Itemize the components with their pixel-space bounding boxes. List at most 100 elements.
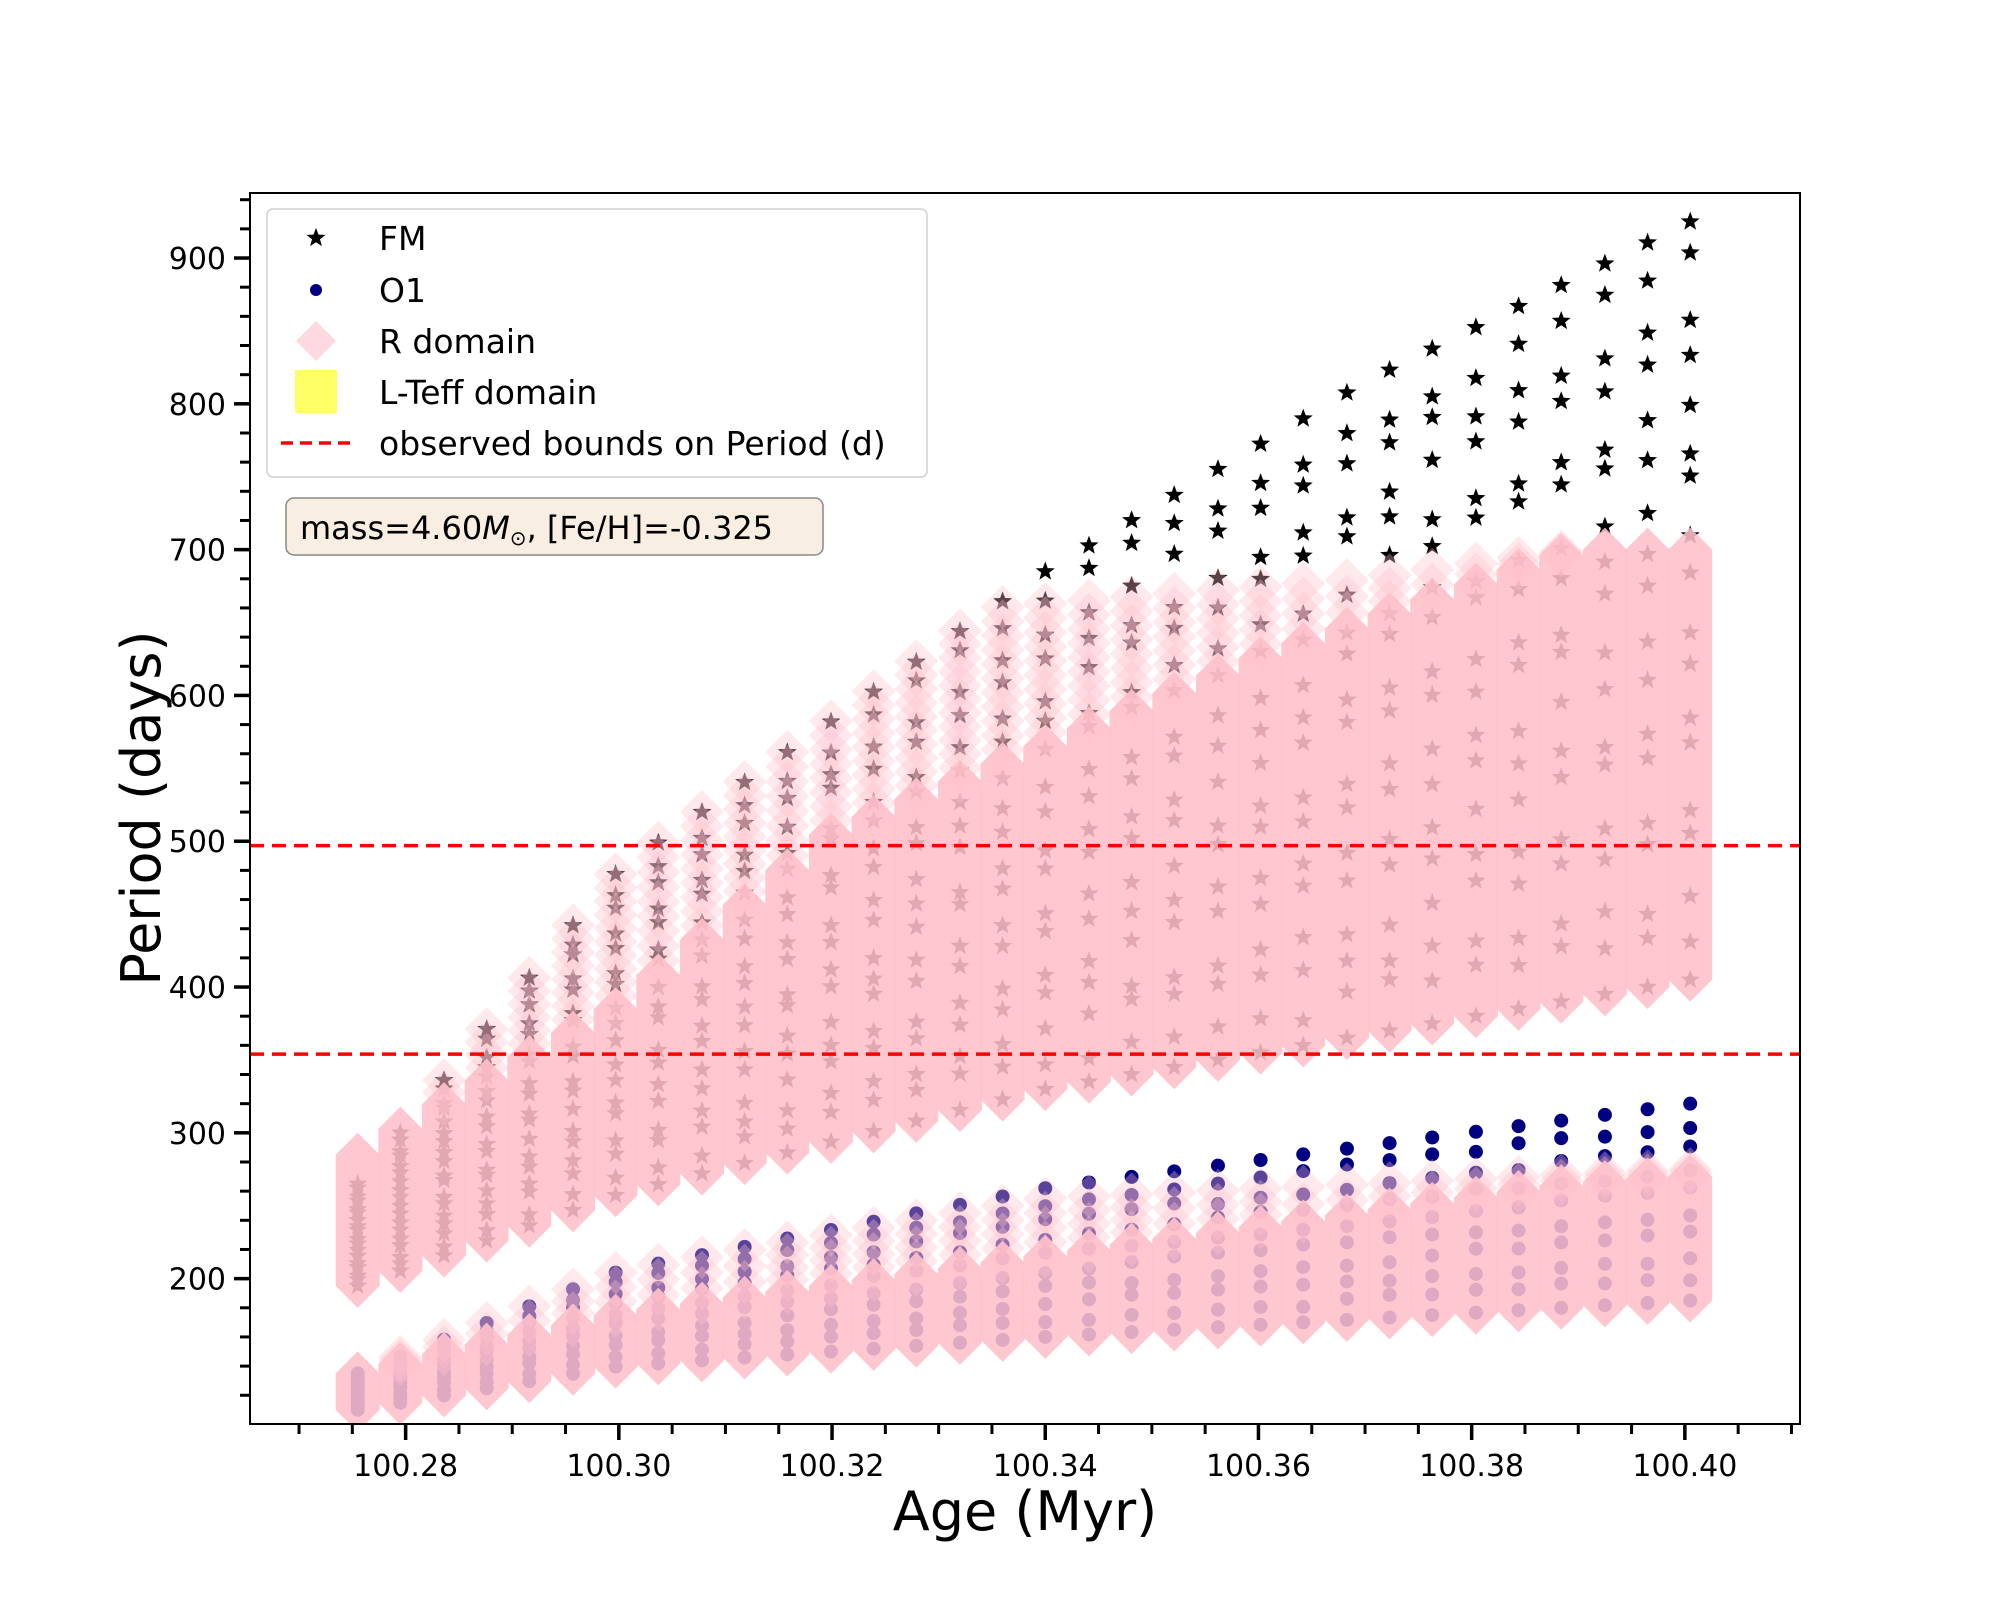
fm-point — [1293, 475, 1313, 494]
r-domain-point — [1281, 1164, 1326, 1209]
y-tick-label: 800 — [169, 388, 226, 423]
r-domain-column — [1152, 1217, 1197, 1352]
fm-point — [563, 979, 583, 998]
fm-point — [606, 974, 626, 993]
r-domain-point — [1066, 1188, 1111, 1233]
r-domain-column — [1324, 1193, 1369, 1342]
annotation-box: mass=4.60M⊙, [Fe/H]=-0.325 — [285, 497, 824, 556]
r-domain-point — [1281, 561, 1326, 606]
fm-point — [1380, 481, 1400, 500]
fm-point — [1208, 520, 1228, 539]
r-domain-column — [1496, 548, 1541, 1031]
fm-point — [1509, 491, 1529, 510]
fm-point — [821, 742, 841, 761]
fm-point — [1595, 285, 1615, 304]
r-domain-point — [507, 969, 552, 1014]
r-domain-point — [593, 892, 638, 937]
fm-point — [1208, 459, 1228, 478]
fm-point — [950, 682, 970, 701]
r-domain-point — [765, 729, 810, 774]
r-domain-point — [507, 955, 552, 1000]
r-domain-column — [1453, 562, 1498, 1039]
r-domain-point — [551, 983, 596, 1028]
x-tick-label: 100.40 — [1632, 1449, 1737, 1484]
r-domain-point — [1066, 1201, 1111, 1246]
o1-point — [1296, 1147, 1311, 1162]
r-domain-column — [937, 759, 982, 1133]
fm-point — [864, 736, 884, 755]
r-domain-point — [937, 1218, 982, 1263]
r-domain-point — [679, 818, 724, 863]
o1-point — [1382, 1153, 1397, 1168]
o1-point — [1468, 1124, 1483, 1139]
o1-point — [1296, 1164, 1311, 1179]
fm-point — [1380, 359, 1400, 378]
fm-point — [906, 651, 926, 670]
fm-point — [1251, 547, 1271, 566]
fm-point — [1638, 322, 1658, 341]
annotation-sun-symbol: ⊙ — [510, 526, 527, 550]
r-domain-column — [1582, 527, 1627, 1017]
o1-point — [1038, 1181, 1053, 1196]
r-domain-point — [1023, 1176, 1068, 1221]
r-domain-point — [1195, 582, 1240, 627]
fm-point — [1035, 624, 1055, 643]
fm-point — [1466, 488, 1486, 507]
r-domain-point — [765, 774, 810, 819]
o1-point — [909, 1234, 924, 1249]
y-tick-label: 700 — [169, 534, 226, 569]
fm-point — [1422, 338, 1442, 357]
annotation-msun: M — [482, 509, 510, 547]
legend-label: R domain — [379, 322, 536, 361]
r-domain-column — [378, 1341, 423, 1424]
r-domain-point — [1152, 1170, 1197, 1215]
fm-point — [1466, 431, 1486, 450]
observed-bounds — [250, 843, 1800, 1056]
r-domain-point — [1195, 568, 1240, 613]
o1-point — [1339, 1141, 1354, 1156]
fm-point — [1164, 485, 1184, 504]
x-tick-label: 100.38 — [1419, 1449, 1524, 1484]
r-domain-point — [1023, 596, 1068, 641]
o1-point — [1640, 1125, 1655, 1140]
r-domain-point — [894, 735, 939, 780]
fm-point — [606, 923, 626, 942]
y-tick-label: 500 — [169, 825, 226, 860]
r-domain-point — [1152, 614, 1197, 659]
r-domain-column — [1023, 724, 1068, 1112]
fm-point — [1079, 602, 1099, 621]
fm-point — [1293, 454, 1313, 473]
r-domain-point — [1023, 653, 1068, 698]
r-domain-point — [1367, 553, 1412, 598]
o1-point — [1425, 1130, 1440, 1145]
r-domain-point — [894, 708, 939, 753]
r-domain-point — [808, 741, 853, 786]
r-domain-column — [937, 1246, 982, 1365]
fm-point — [993, 731, 1013, 750]
fm-point — [1551, 391, 1571, 410]
r-domain-point — [636, 923, 681, 968]
r-domain-point — [679, 846, 724, 891]
o1-point — [866, 1245, 881, 1260]
r-domain-point — [937, 677, 982, 722]
fm-point — [1680, 443, 1700, 462]
r-domain-point — [808, 770, 853, 815]
r-domain-point — [851, 766, 896, 811]
r-domain-point — [1152, 585, 1197, 630]
r-domain-column — [1539, 1164, 1584, 1330]
fm-point — [692, 870, 712, 889]
r-domain-point — [1066, 1174, 1111, 1219]
o1-point — [737, 1251, 752, 1266]
fm-point — [735, 813, 755, 832]
r-domain-point — [593, 852, 638, 897]
y-tick-label: 900 — [169, 242, 226, 277]
r-domain-point — [1023, 610, 1068, 655]
o1-point — [952, 1215, 967, 1230]
o1-point — [1511, 1136, 1526, 1151]
o1-point — [1167, 1196, 1182, 1211]
r-domain-point — [722, 800, 767, 845]
r-domain-point — [636, 1242, 681, 1287]
r-domain-point — [808, 755, 853, 800]
fm-point — [1122, 533, 1142, 552]
r-domain-point — [593, 906, 638, 951]
